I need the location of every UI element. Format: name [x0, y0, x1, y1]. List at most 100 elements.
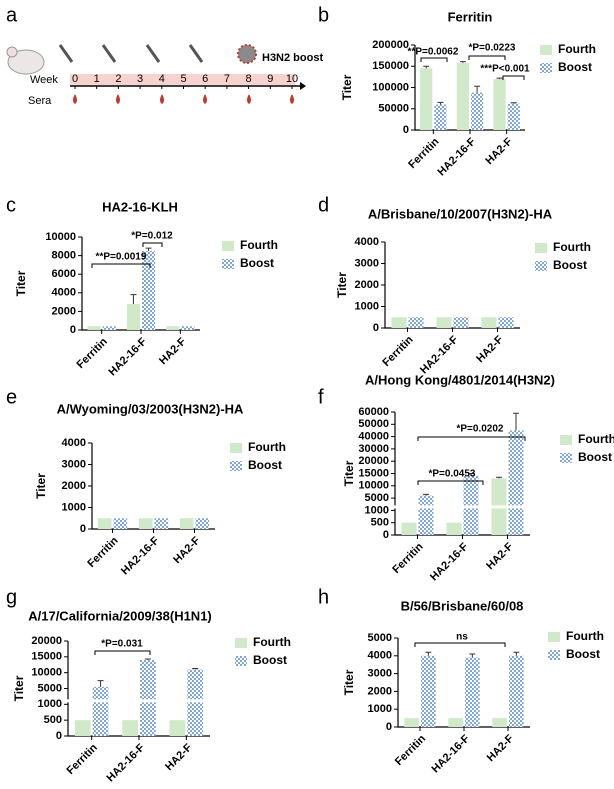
legend-swatch: [548, 632, 560, 642]
drop: [73, 94, 77, 104]
legend-label: Fourth: [578, 432, 614, 446]
drop: [290, 94, 294, 104]
y-tick-label: 4000: [52, 287, 76, 299]
bar: [404, 718, 419, 727]
significance-bracket: [142, 242, 163, 247]
legend-label: Boost: [253, 653, 287, 667]
timeline-diagram: a Week Sera 0 1 2 3 4 5 6 7 8 9 10 H3N2 boost: [6, 4, 323, 107]
bar: [456, 62, 469, 130]
legend-swatch: [540, 63, 552, 73]
significance-bracket: [94, 650, 151, 655]
drop: [160, 94, 164, 104]
y-tick-label: 150000: [372, 60, 409, 72]
legend-label: Boost: [553, 258, 587, 272]
bar: [138, 518, 153, 529]
chart-title: A/17/California/2009/38(H1N1): [28, 608, 212, 623]
y-tick-label: 0: [56, 730, 62, 742]
bar: [509, 655, 524, 727]
error-bar: [513, 412, 519, 431]
bar: [498, 317, 514, 328]
x-tick-label: Ferritin: [390, 541, 425, 576]
y-tick-label: 50000: [358, 418, 389, 430]
bar: [195, 518, 210, 529]
syringe: [58, 44, 74, 63]
error-bar: [496, 77, 503, 79]
bar: [508, 430, 524, 535]
error-bar: [192, 668, 199, 670]
legend-label: Fourth: [566, 629, 604, 643]
y-axis-label: Titer: [14, 270, 28, 296]
y-axis-label: Titer: [342, 669, 356, 695]
legend-swatch: [222, 241, 234, 251]
bar: [418, 495, 434, 535]
chart-title: A/Brisbane/10/2007(H3N2)-HA: [368, 206, 553, 221]
bar: [408, 317, 424, 328]
legend-swatch: [560, 453, 572, 463]
y-tick-label: 0: [80, 523, 86, 535]
legend-swatch: [535, 261, 547, 271]
timeline-band: [70, 74, 295, 85]
bar: [126, 303, 140, 330]
bar: [436, 317, 452, 328]
legend-label: Fourth: [558, 42, 596, 56]
y-tick-label: 6000: [52, 268, 76, 280]
drop: [203, 94, 207, 104]
y-tick-label: 1000: [355, 300, 379, 312]
week-number: 10: [286, 73, 298, 85]
error-bar: [130, 294, 137, 304]
x-tick-label: Ferritin: [406, 136, 441, 171]
y-tick-label: 4000: [368, 650, 392, 662]
mouse-ear: [6, 46, 18, 58]
bar: [142, 250, 156, 330]
error-bar: [510, 102, 517, 104]
x-tick-label: HA2-16-F: [436, 136, 479, 179]
bar: [179, 518, 194, 529]
week-ticks: 0 1 2 3 4 5 6 7 8 9 10: [72, 73, 298, 89]
y-tick-label: 50000: [378, 103, 409, 115]
legend-label: Fourth: [253, 635, 291, 649]
y-tick-label: 0: [386, 721, 392, 733]
x-tick-label: HA2-F: [171, 534, 203, 566]
y-axis-label: Titer: [335, 272, 349, 298]
syringe: [145, 44, 161, 63]
x-tick-label: HA2-16-F: [418, 334, 461, 377]
y-tick-label: 2000: [355, 279, 379, 291]
legend-label: Boost: [578, 450, 612, 464]
legend-swatch: [548, 650, 560, 660]
drop: [116, 94, 120, 104]
x-tick-label: HA2-F: [484, 540, 516, 572]
chart-title: HA2-16-KLH: [102, 199, 178, 214]
legend-swatch: [560, 435, 572, 445]
boost-label: H3N2 boost: [262, 52, 323, 64]
x-tick-label: HA2-16-F: [119, 535, 162, 578]
chart-title: Ferritin: [448, 9, 493, 24]
error-bar: [437, 101, 444, 105]
week-number: 5: [180, 73, 186, 85]
y-tick-label: 3000: [368, 668, 392, 680]
syringe: [101, 44, 117, 63]
legend-label: Fourth: [240, 238, 278, 252]
x-tick-label: Ferritin: [65, 742, 100, 777]
y-tick-label: 0: [70, 324, 76, 336]
chart-panel: c HA2-16-KLH Titer 0 2000 4000 6000 8000 10000 Fe…: [6, 194, 278, 378]
x-tick-label: Ferritin: [75, 336, 110, 371]
significance-label: *P=0.031: [101, 639, 143, 650]
y-tick-label: 10000: [45, 231, 76, 243]
bar: [391, 317, 407, 328]
panel-label: b: [318, 4, 329, 26]
y-axis: [91, 443, 215, 530]
chart-panel: d A/Brisbane/10/2007(H3N2)-HA Titer 0 1000 20…: [318, 194, 591, 376]
bar: [97, 518, 112, 529]
panel-label: c: [6, 194, 16, 216]
significance-label: *P=0.012: [131, 231, 173, 242]
legend-label: Fourth: [553, 240, 591, 254]
virus-icon: [237, 44, 257, 64]
bar: [471, 92, 484, 130]
legend-label: Fourth: [248, 440, 286, 454]
legend-label: Boost: [248, 458, 282, 472]
y-tick-label: 2000: [52, 305, 76, 317]
bar: [465, 657, 480, 727]
error-bar: [145, 247, 152, 251]
x-tick-label: HA2-F: [157, 335, 189, 367]
significance-bracket: [468, 55, 506, 60]
